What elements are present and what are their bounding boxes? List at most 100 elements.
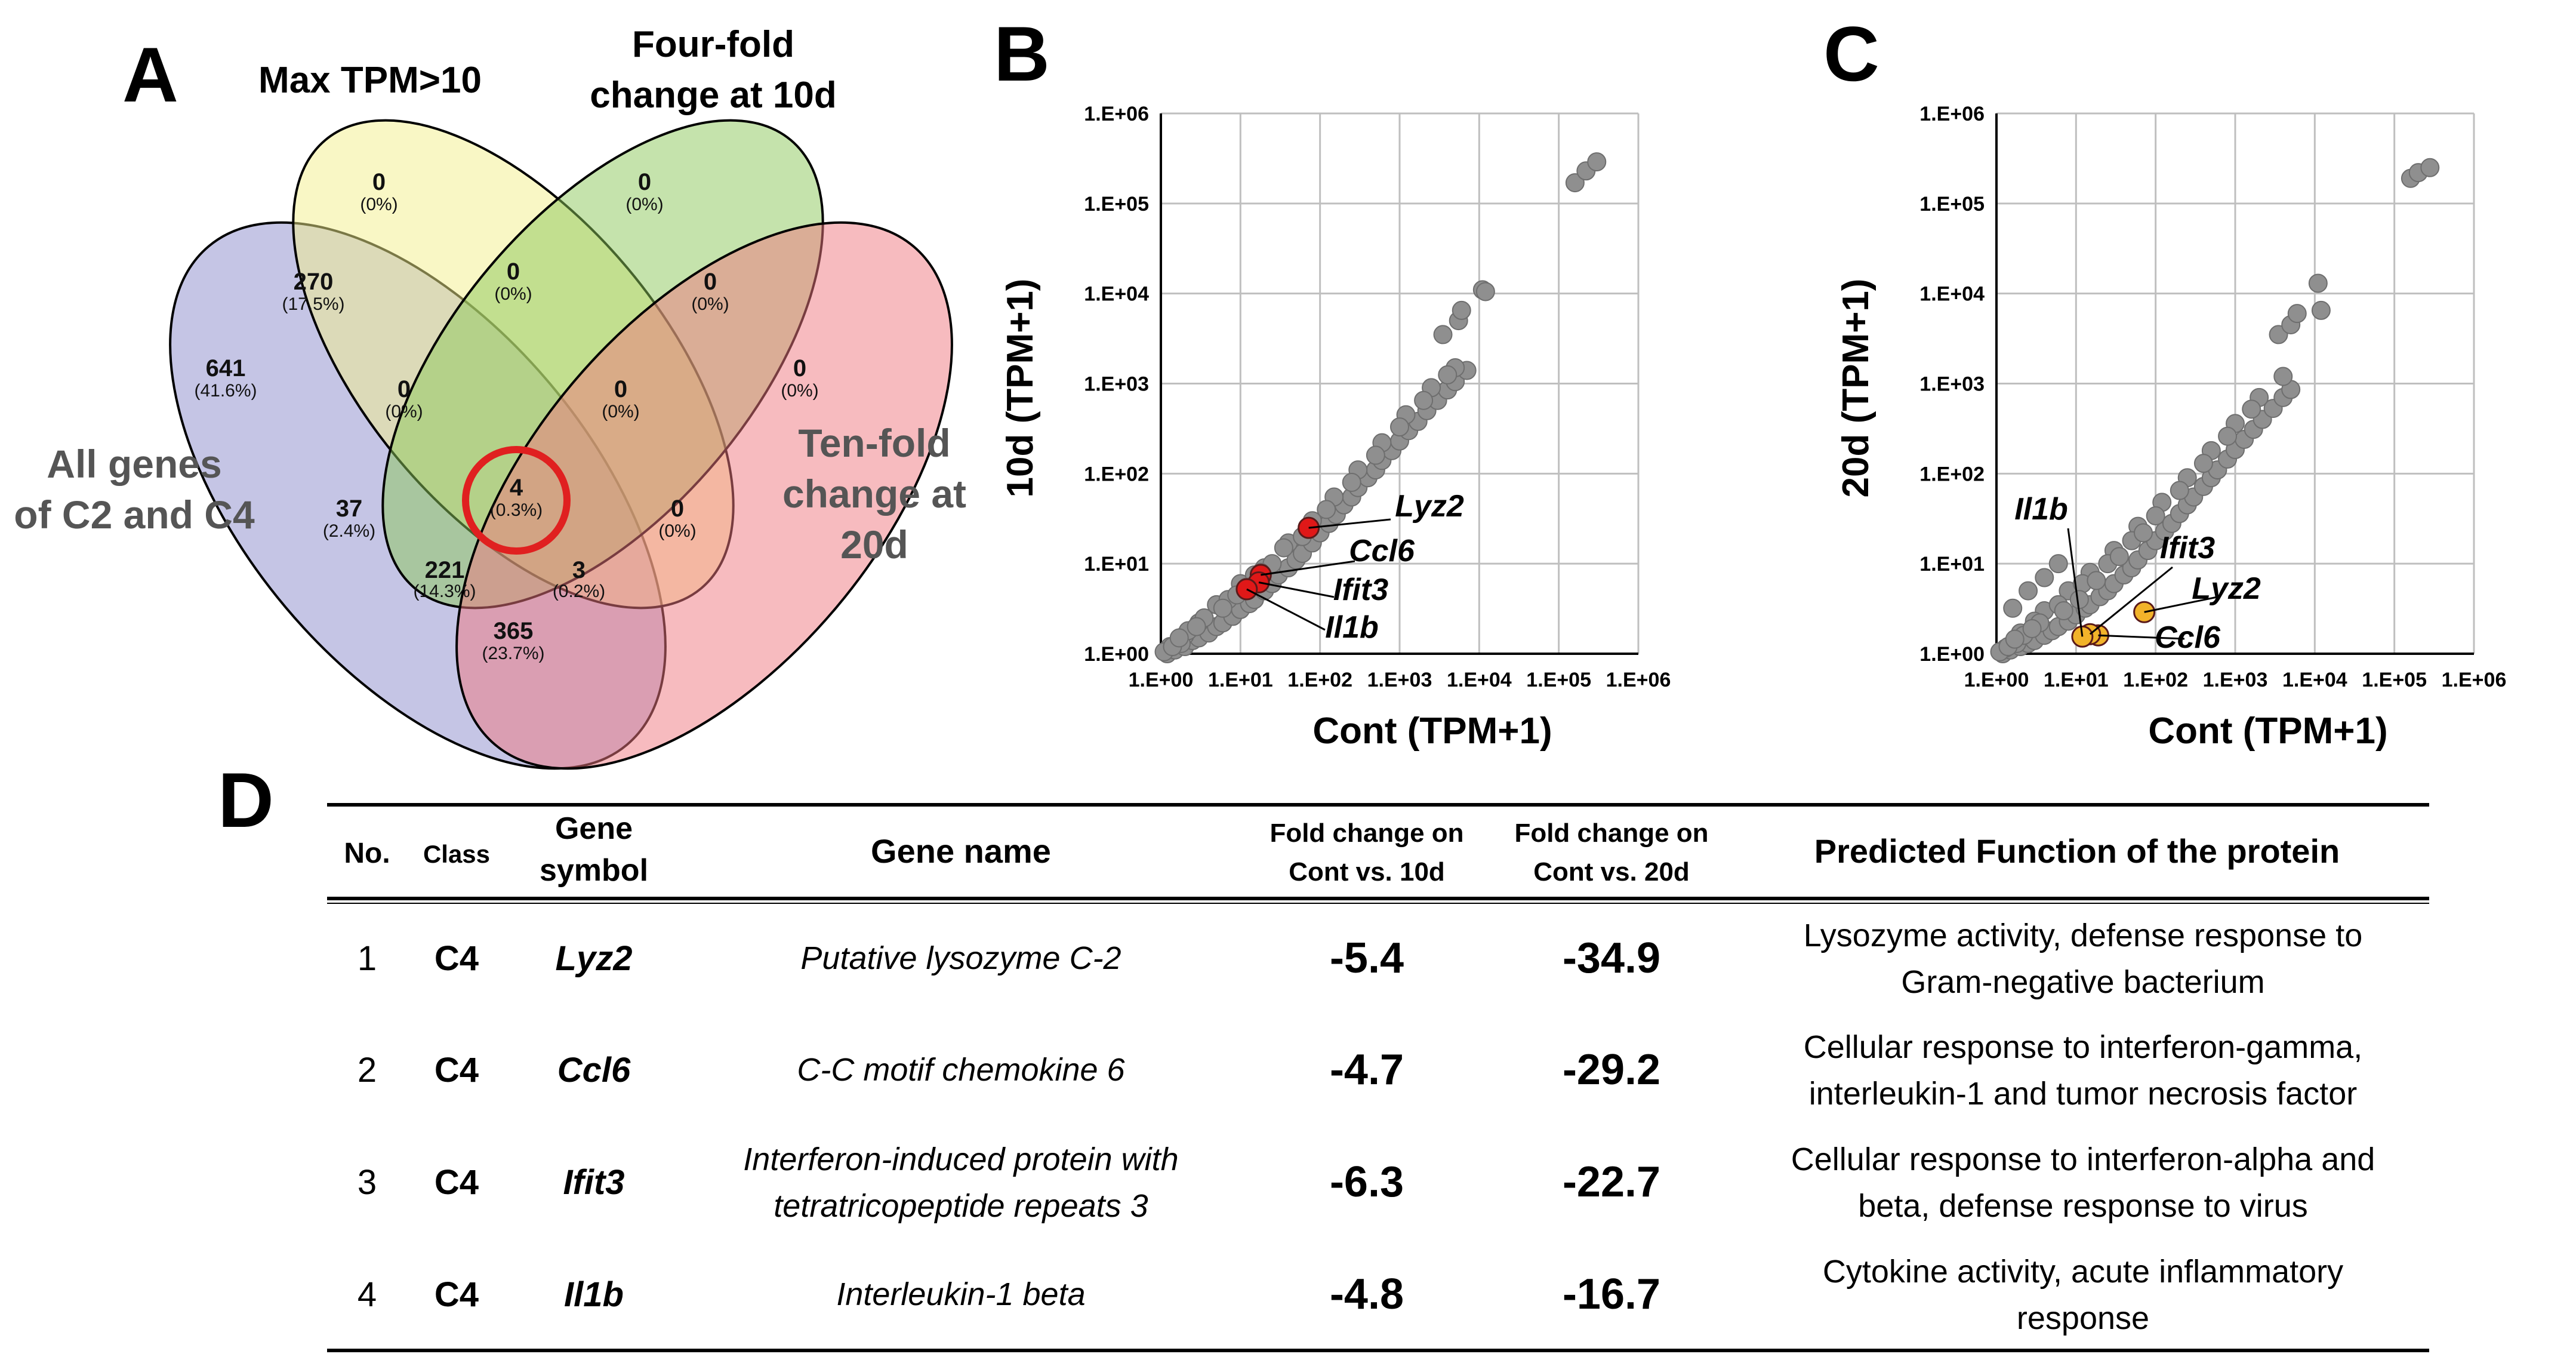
cell-function: beta, defense response to virus (1858, 1188, 2307, 1224)
header-fc10-line2: Cont vs. 10d (1289, 857, 1445, 887)
cell-fc10: -4.8 (1330, 1270, 1404, 1318)
venn-title-fourfold-line2: change at 10d (590, 75, 836, 116)
venn-pct: (0.2%) (553, 581, 605, 601)
y-tick-label: 1.E+04 (1919, 283, 1985, 306)
venn-count: 37 (336, 496, 363, 522)
venn-highlight-ring (462, 446, 571, 555)
data-point (2193, 454, 2213, 473)
data-point (1433, 325, 1453, 344)
cell-class: C4 (435, 939, 479, 978)
cell-fc10: -5.4 (1330, 934, 1404, 982)
gene-labels: Il1b Ifit3 Lyz2 Ccl6 (2014, 492, 2261, 655)
x-tick-label: 1.E+03 (1367, 669, 1432, 691)
data-point (2005, 629, 2025, 649)
header-gene-symbol-line2: symbol (540, 853, 648, 888)
venn-pct: (0%) (625, 195, 663, 214)
data-point (1414, 390, 1434, 410)
gene-label-leader (1246, 588, 1326, 631)
table-row: 1 C4 Lyz2 Putative lysozyme C-2 -5.4 -34.9 Lys… (358, 918, 2362, 1000)
venn-count: 4 (510, 475, 523, 501)
cell-function: interleukin-1 and tumor necrosis factor (1809, 1076, 2357, 1112)
grid (1995, 112, 2475, 655)
y-tick-label: 1.E+01 (1084, 553, 1149, 576)
data-point (2035, 568, 2054, 587)
data-point (2109, 547, 2129, 567)
venn-title-all-genes-line2: of C2 and C4 (14, 493, 255, 537)
x-tick-label: 1.E+00 (1129, 669, 1194, 691)
header-no: No. (344, 838, 390, 869)
gene-label: Ccl6 (2155, 620, 2221, 655)
data-point (1169, 628, 1189, 648)
gene-label: Il1b (1325, 610, 1379, 645)
cell-fc10: -6.3 (1330, 1158, 1404, 1206)
x-tick-label: 1.E+02 (1287, 669, 1352, 691)
data-point (1565, 173, 1585, 193)
data-point (2048, 554, 2068, 574)
axes (1995, 113, 2474, 655)
data-point (2054, 601, 2073, 621)
cell-gene-name: tetratricopeptide repeats 3 (774, 1188, 1148, 1224)
venn-pct: (2.4%) (323, 521, 375, 541)
highlighted-points (2071, 601, 2156, 648)
header-fc20-line1: Fold change on (1514, 819, 1708, 848)
venn-title-tenfold-line1: Ten-fold (798, 421, 950, 465)
x-tick-label: 1.E+01 (2044, 669, 2109, 691)
y-tick-label: 1.E+03 (1084, 373, 1149, 396)
data-point (1274, 538, 1293, 558)
data-point (1452, 300, 1471, 320)
venn-pct: (0%) (691, 294, 729, 314)
y-tick-label: 1.E+04 (1084, 283, 1149, 306)
venn-pct: (23.7%) (482, 644, 544, 663)
venn-pct: (0%) (781, 381, 818, 401)
cell-fc20: -34.9 (1563, 934, 1660, 982)
header-gene-symbol-line1: Gene (555, 811, 633, 846)
venn-pct: (0%) (658, 521, 696, 541)
data-point (1587, 152, 1607, 172)
cell-gene-symbol: Lyz2 (556, 939, 633, 978)
venn-count: 270 (294, 269, 334, 295)
data-point (2146, 506, 2165, 526)
gene-label-leader (2067, 528, 2084, 637)
panel-label-a: A (122, 31, 178, 118)
cell-gene-name: Putative lysozyme C-2 (800, 940, 1121, 976)
cell-class: C4 (435, 1275, 479, 1314)
data-point (2087, 571, 2106, 590)
gene-label: Ccl6 (1349, 534, 1415, 568)
y-tick-label: 1.E+00 (1084, 643, 1149, 666)
cell-function: Gram-negative bacterium (1901, 964, 2264, 1000)
data-point (2170, 481, 2189, 500)
venn-count: 0 (638, 169, 651, 195)
y-tick-label: 1.E+06 (1919, 103, 1985, 125)
venn-ellipses (169, 119, 953, 770)
data-point (2311, 300, 2331, 320)
table-rows: 1 C4 Lyz2 Putative lysozyme C-2 -5.4 -34.9 Lys… (358, 918, 2375, 1336)
venn-pct: (17.5%) (282, 294, 344, 314)
venn-count: 0 (671, 496, 684, 522)
venn-pct: (0%) (385, 402, 423, 421)
data-point (1213, 598, 1232, 618)
venn-pct: (41.6%) (194, 381, 257, 401)
gene-label-leader (1308, 518, 1391, 529)
x-tick-label: 1.E+04 (2282, 669, 2347, 691)
x-tick-label: 1.E+05 (2362, 669, 2427, 691)
gene-label: Lyz2 (2192, 571, 2261, 606)
header-fc10-line1: Fold change on (1269, 819, 1463, 848)
cell-gene-name: Interferon-induced protein with (743, 1141, 1178, 1177)
gene-label-leader (1261, 560, 1355, 576)
data-point (1475, 282, 1495, 301)
cell-no: 1 (358, 939, 377, 978)
y-tick-labels: 1.E+00 1.E+01 1.E+02 1.E+03 1.E+04 1.E+05 1.E+… (1919, 103, 1985, 666)
x-tick-label: 1.E+06 (2442, 669, 2507, 691)
venn-title-all-genes-line1: All genes (47, 442, 221, 486)
y-tick-label: 1.E+02 (1084, 463, 1149, 485)
data-point (2287, 304, 2307, 324)
data-points (1990, 158, 2440, 663)
gene-label-leader (2098, 634, 2185, 640)
scatter-plot-c: 1.E+00 1.E+01 1.E+02 1.E+03 1.E+04 1.E+05 1.E+… (1835, 103, 2506, 752)
gene-label-leader (2089, 566, 2173, 635)
x-tick-label: 1.E+03 (2203, 669, 2268, 691)
x-tick-labels: 1.E+00 1.E+01 1.E+02 1.E+03 1.E+04 1.E+05 1.E+… (1964, 669, 2507, 691)
table-row: 2 C4 Ccl6 C-C motif chemokine 6 -4.7 -29.2 Cel… (358, 1029, 2362, 1112)
header-function: Predicted Function of the protein (1814, 832, 2340, 870)
y-tick-label: 1.E+05 (1919, 193, 1985, 216)
